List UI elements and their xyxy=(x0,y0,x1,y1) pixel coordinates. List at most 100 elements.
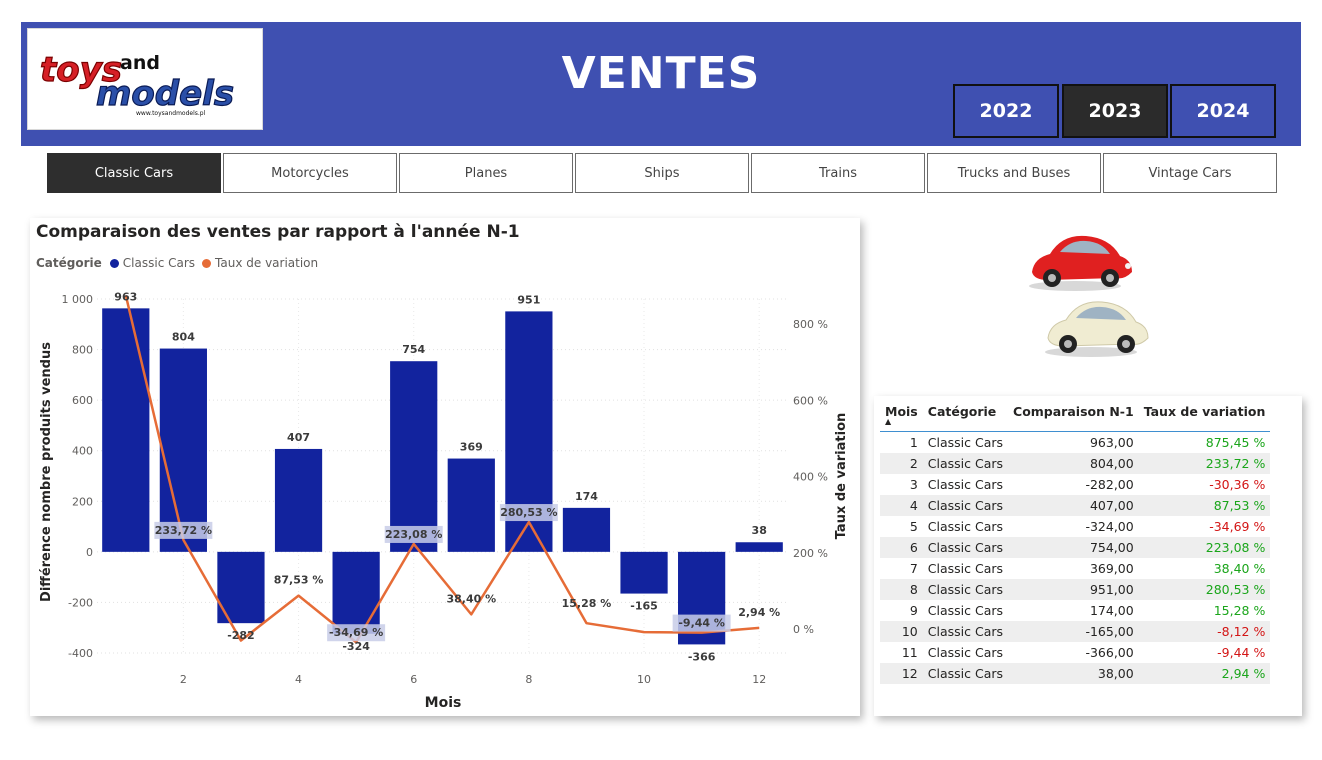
bar-mark xyxy=(102,308,150,552)
column-header-mois[interactable]: Mois ▲ xyxy=(880,400,923,432)
table-row[interactable]: 11 Classic Cars -366,00 -9,44 % xyxy=(880,641,1271,663)
cell-taux: 223,08 % xyxy=(1138,536,1271,558)
column-header-taux[interactable]: Taux de variation xyxy=(1138,400,1271,432)
category-button-ships[interactable]: Ships xyxy=(575,153,749,193)
cell-comparaison: 754,00 xyxy=(1008,536,1139,558)
bar-mark xyxy=(447,458,495,552)
cell-comparaison: 407,00 xyxy=(1008,494,1139,516)
category-button-trucks-and-buses[interactable]: Trucks and Buses xyxy=(927,153,1101,193)
bar-data-label: 804 xyxy=(172,331,195,344)
cell-categorie: Classic Cars xyxy=(922,599,1009,621)
y2-tick-label: 0 % xyxy=(793,623,814,636)
cell-taux: -30,36 % xyxy=(1138,473,1271,495)
table-row[interactable]: 3 Classic Cars -282,00 -30,36 % xyxy=(880,473,1271,495)
cell-mois: 6 xyxy=(880,536,923,558)
y2-tick-label: 800 % xyxy=(793,318,828,331)
table-row[interactable]: 9 Classic Cars 174,00 15,28 % xyxy=(880,599,1271,621)
y-tick-label: -400 xyxy=(68,647,93,660)
table-header-row: Mois ▲ Catégorie Comparaison N-1 Taux de … xyxy=(880,400,1271,432)
cell-categorie: Classic Cars xyxy=(922,494,1009,516)
logo-word-models: models xyxy=(96,74,234,114)
x-tick-label: 10 xyxy=(637,673,651,686)
cell-mois: 11 xyxy=(880,641,923,663)
column-header-categorie[interactable]: Catégorie xyxy=(922,400,1009,432)
column-header-comparaison[interactable]: Comparaison N-1 xyxy=(1008,400,1139,432)
table-row[interactable]: 12 Classic Cars 38,00 2,94 % xyxy=(880,662,1271,684)
legend-dot-taux xyxy=(202,258,212,268)
cell-mois: 10 xyxy=(880,620,923,642)
company-logo: toys and models www.toysandmodels.pl xyxy=(27,28,263,130)
bar-mark xyxy=(390,361,438,552)
line-label-background xyxy=(499,504,558,522)
y-tick-label: 600 xyxy=(72,394,93,407)
bar-data-label: -324 xyxy=(342,640,370,653)
y-tick-label: 400 xyxy=(72,445,93,458)
y2-axis-title: Taux de variation xyxy=(834,413,849,540)
cell-categorie: Classic Cars xyxy=(922,662,1009,684)
bar-mark xyxy=(735,542,783,552)
chart-canvas: -400 -200 0 200 400 600 800 1 000 0 % 200 % 400 % 6… xyxy=(39,290,849,711)
category-button-classic-cars[interactable]: Classic Cars xyxy=(47,153,221,193)
category-button-vintage-cars[interactable]: Vintage Cars xyxy=(1103,153,1277,193)
year-button-2022[interactable]: 2022 xyxy=(953,84,1059,138)
category-button-planes[interactable]: Planes xyxy=(399,153,573,193)
legend-item-classic-cars[interactable]: Classic Cars xyxy=(122,256,196,270)
line-data-label: 280,53 % xyxy=(500,506,557,519)
cell-mois: 9 xyxy=(880,599,923,621)
bar-mark xyxy=(159,348,207,552)
y-tick-label: -200 xyxy=(68,596,93,609)
year-button-2023[interactable]: 2023 xyxy=(1062,84,1168,138)
table-row[interactable]: 10 Classic Cars -165,00 -8,12 % xyxy=(880,620,1271,642)
logo-url: www.toysandmodels.pl xyxy=(136,110,206,117)
line-data-label: 233,72 % xyxy=(155,524,212,537)
cell-mois: 3 xyxy=(880,473,923,495)
bar-data-label: 754 xyxy=(402,343,425,356)
cell-categorie: Classic Cars xyxy=(922,641,1009,663)
bar-mark xyxy=(274,448,323,552)
sales-comparison-chart: -400 -200 0 200 400 600 800 1 000 0 % 200 % 400 % 6… xyxy=(30,218,860,716)
category-button-trains[interactable]: Trains xyxy=(751,153,925,193)
cream-beetle-icon xyxy=(1045,301,1149,357)
bar-data-label: 407 xyxy=(287,431,310,444)
x-tick-label: 8 xyxy=(525,673,532,686)
line-label-background xyxy=(327,624,386,642)
x-axis-title: Mois xyxy=(425,695,462,711)
bar-mark xyxy=(620,551,668,594)
cell-taux: 2,94 % xyxy=(1138,662,1271,684)
car-icon xyxy=(1029,235,1149,357)
bar-data-label: -366 xyxy=(688,650,716,663)
category-button-motorcycles[interactable]: Motorcycles xyxy=(223,153,397,193)
cell-mois: 7 xyxy=(880,557,923,579)
year-button-2024[interactable]: 2024 xyxy=(1170,84,1276,138)
table-row[interactable]: 5 Classic Cars -324,00 -34,69 % xyxy=(880,515,1271,537)
x-tick-label: 12 xyxy=(752,673,766,686)
cell-categorie: Classic Cars xyxy=(922,536,1009,558)
y-axis-title: Différence nombre produits vendus xyxy=(39,342,54,602)
variation-line xyxy=(124,294,760,644)
cell-comparaison: 38,00 xyxy=(1008,662,1139,684)
y2-tick-label: 600 % xyxy=(793,394,828,407)
bar-data-label: 38 xyxy=(752,524,767,537)
table-row[interactable]: 6 Classic Cars 754,00 223,08 % xyxy=(880,536,1271,558)
legend-item-taux[interactable]: Taux de variation xyxy=(215,256,319,270)
table-row[interactable]: 4 Classic Cars 407,00 87,53 % xyxy=(880,494,1271,516)
cell-taux: 87,53 % xyxy=(1138,494,1271,516)
cell-categorie: Classic Cars xyxy=(922,578,1009,600)
cell-taux: 38,40 % xyxy=(1138,557,1271,579)
cell-mois: 1 xyxy=(880,431,923,453)
x-tick-label: 4 xyxy=(295,673,302,686)
table-row[interactable]: 8 Classic Cars 951,00 280,53 % xyxy=(880,578,1271,600)
table-row[interactable]: 1 Classic Cars 963,00 875,45 % xyxy=(880,431,1271,453)
cell-comparaison: -366,00 xyxy=(1008,641,1139,663)
line-label-background xyxy=(384,525,443,543)
bar-mark xyxy=(562,507,611,552)
cell-mois: 4 xyxy=(880,494,923,516)
page-title: VENTES xyxy=(561,48,761,99)
table-row[interactable]: 7 Classic Cars 369,00 38,40 % xyxy=(880,557,1271,579)
table-row[interactable]: 2 Classic Cars 804,00 233,72 % xyxy=(880,452,1271,474)
bar-data-label: 369 xyxy=(460,441,483,454)
cell-comparaison: 804,00 xyxy=(1008,452,1139,474)
cell-taux: -9,44 % xyxy=(1138,641,1271,663)
cell-mois: 5 xyxy=(880,515,923,537)
chart-title: Comparaison des ventes par rapport à l'a… xyxy=(36,222,520,242)
